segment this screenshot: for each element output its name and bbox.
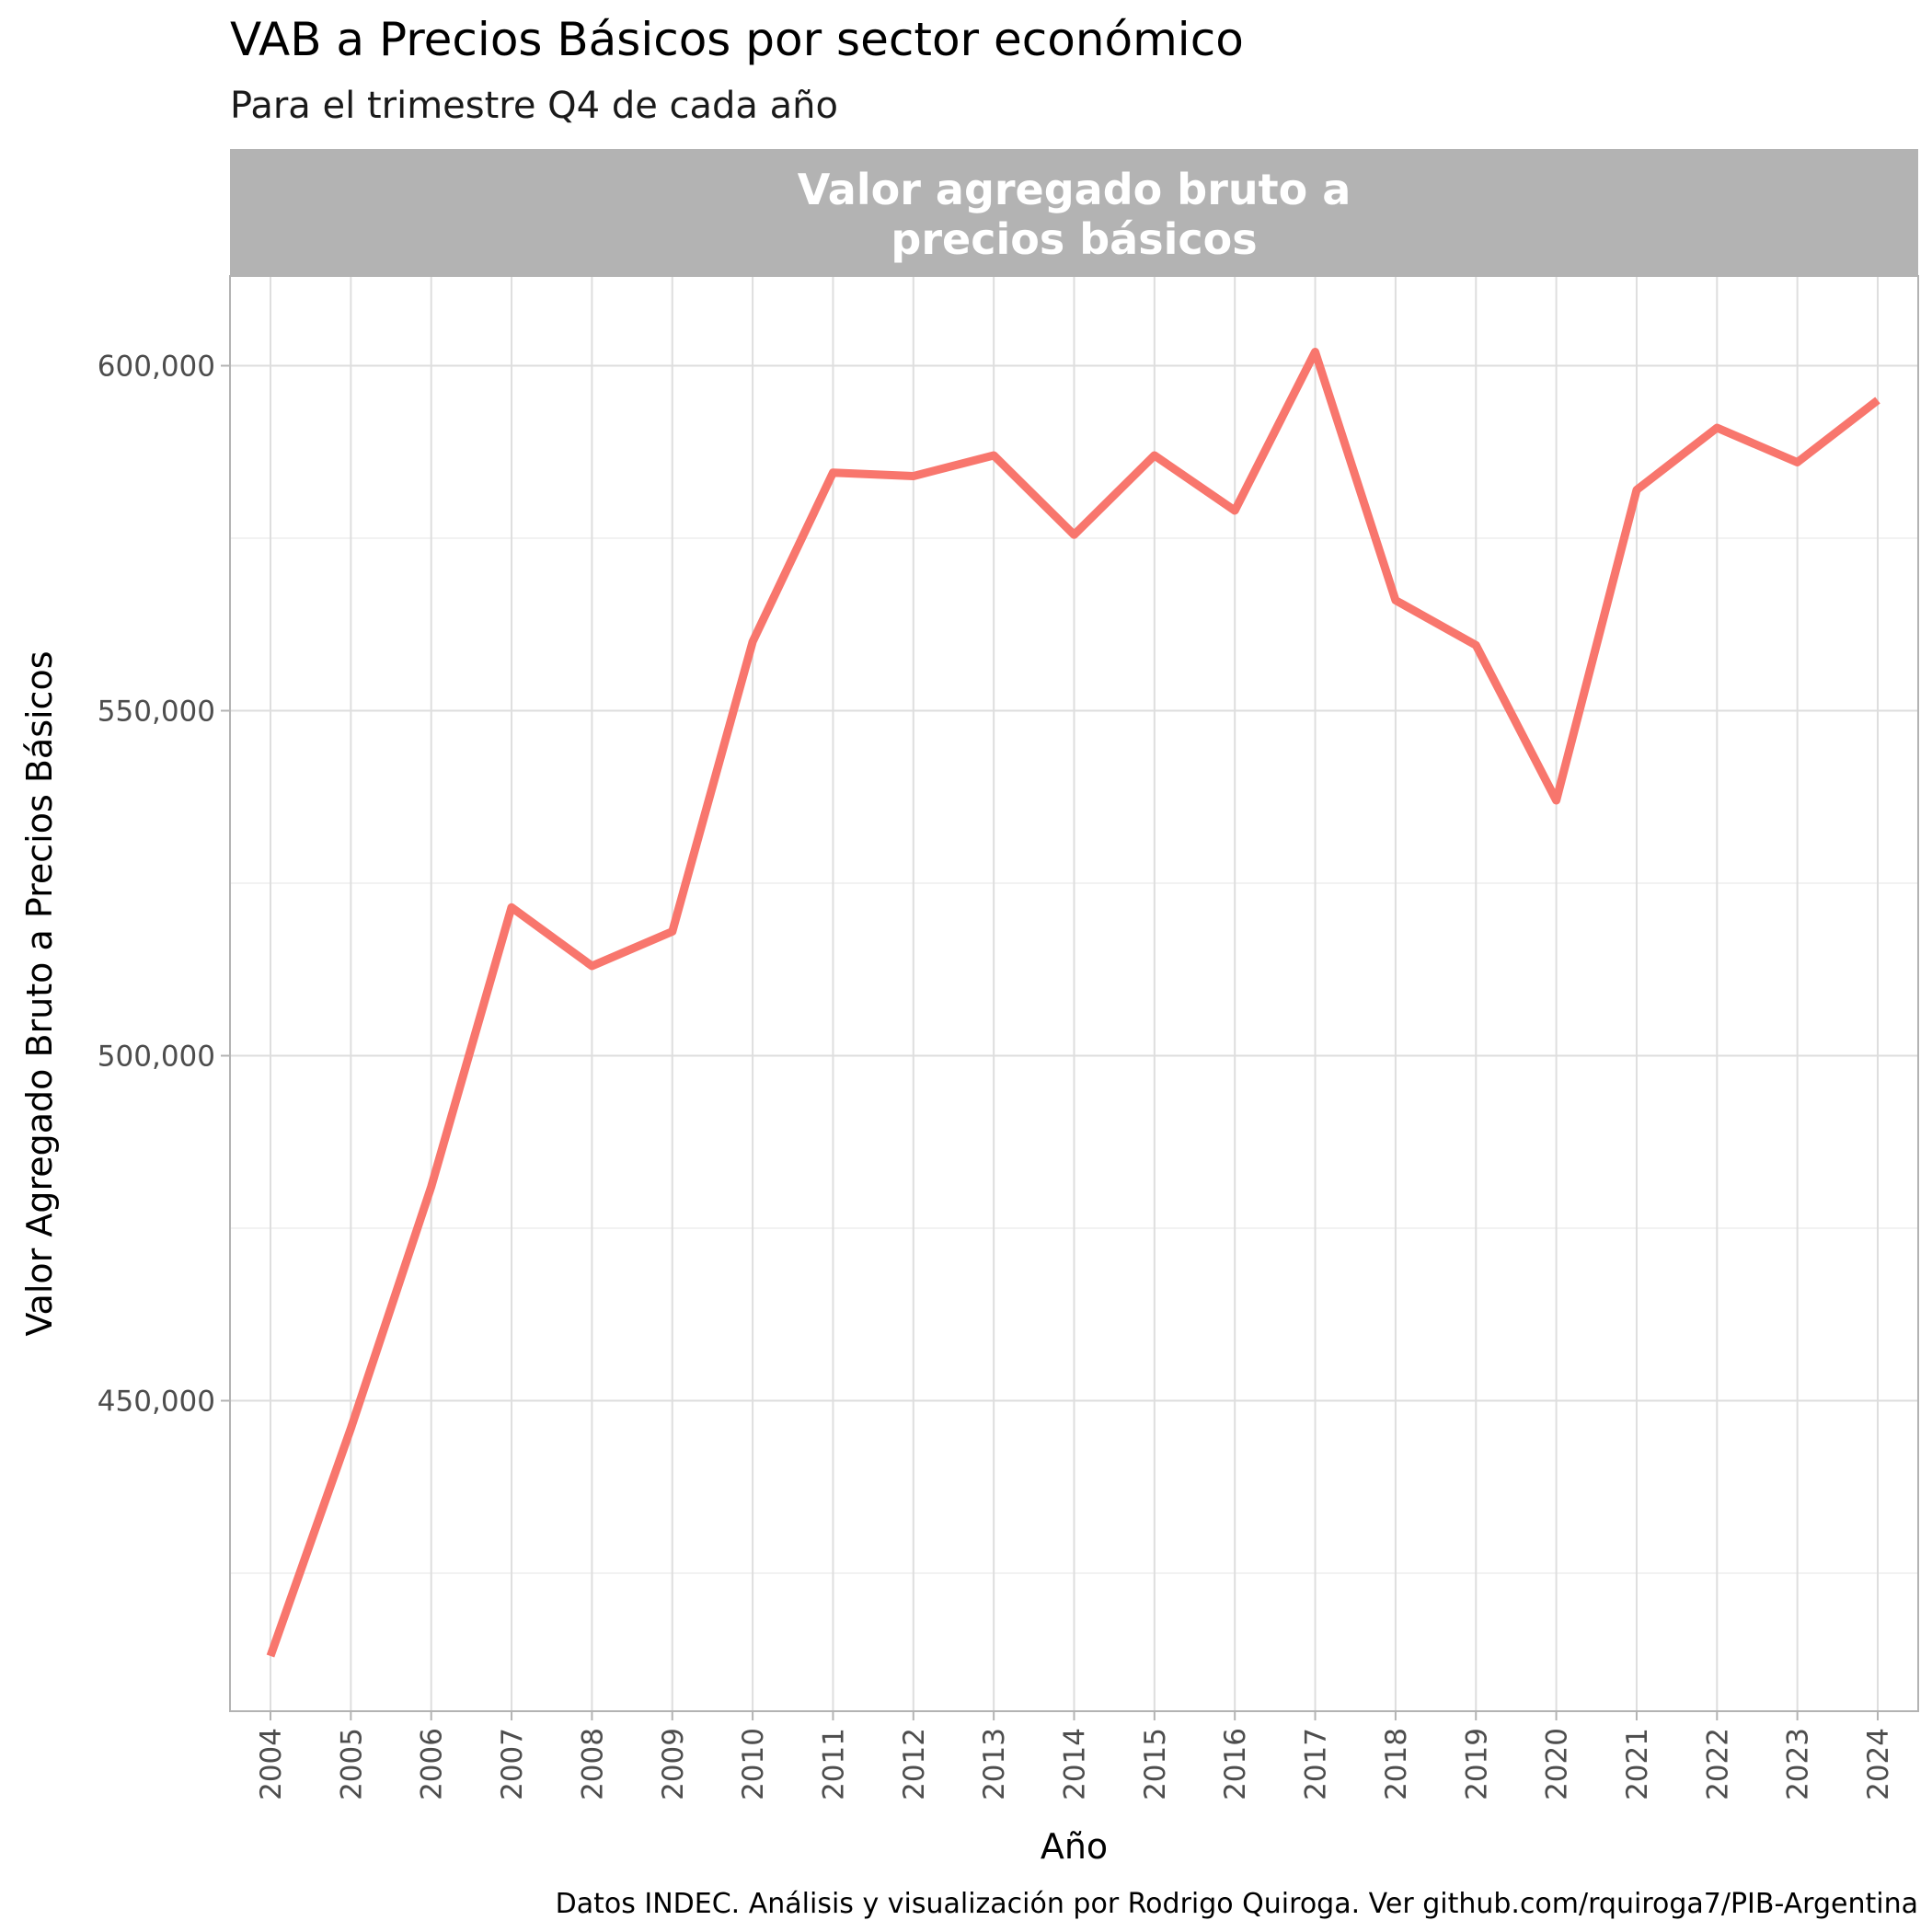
x-tick-label: 2008 — [576, 1728, 609, 1800]
x-tick-label: 2009 — [657, 1728, 690, 1800]
x-tick-label: 2021 — [1621, 1728, 1654, 1800]
x-tick-label: 2014 — [1059, 1728, 1092, 1800]
chart-subtitle: Para el trimestre Q4 de cada año — [230, 85, 838, 127]
x-tick-label: 2017 — [1300, 1728, 1333, 1800]
x-axis-title: Año — [1041, 1826, 1108, 1867]
y-tick-label: 500,000 — [98, 1041, 215, 1074]
x-axis: 2004 2005 2006 2007 2008 2009 2010 2011 2012 2013… — [255, 1711, 1895, 1800]
x-tick-label: 2012 — [898, 1728, 931, 1800]
facet-label-line-2: precios básicos — [891, 214, 1257, 264]
series-layer — [266, 348, 1880, 1658]
facet-strip — [230, 149, 1918, 276]
y-axis: 450,000 500,000 550,000 600,000 — [98, 351, 230, 1419]
x-tick-label: 2004 — [255, 1728, 288, 1800]
x-tick-label: 2011 — [817, 1728, 850, 1800]
y-tick-label: 450,000 — [98, 1386, 215, 1419]
x-tick-label: 2015 — [1139, 1728, 1172, 1800]
x-tick-label: 2005 — [335, 1728, 368, 1800]
chart-caption: Datos INDEC. Análisis y visualización po… — [556, 1888, 1918, 1920]
x-tick-label: 2024 — [1862, 1728, 1895, 1800]
y-tick-label: 600,000 — [98, 351, 215, 384]
x-tick-label: 2019 — [1460, 1728, 1493, 1800]
chart-title: VAB a Precios Básicos por sector económi… — [230, 13, 1244, 66]
x-tick-label: 2023 — [1782, 1728, 1815, 1800]
x-tick-label: 2007 — [496, 1728, 529, 1800]
x-tick-label: 2018 — [1380, 1728, 1413, 1800]
facet-label-line-1: Valor agregado bruto a — [798, 165, 1351, 214]
x-tick-label: 2006 — [416, 1728, 449, 1800]
x-tick-label: 2016 — [1219, 1728, 1252, 1800]
x-tick-label: 2020 — [1541, 1728, 1574, 1800]
y-axis-title: Valor Agregado Bruto a Precios Básicos — [19, 651, 60, 1337]
x-tick-label: 2022 — [1701, 1728, 1734, 1800]
grid — [230, 276, 1918, 1711]
y-tick-label: 550,000 — [98, 696, 215, 729]
x-tick-label: 2010 — [737, 1728, 770, 1800]
x-tick-label: 2013 — [978, 1728, 1011, 1800]
